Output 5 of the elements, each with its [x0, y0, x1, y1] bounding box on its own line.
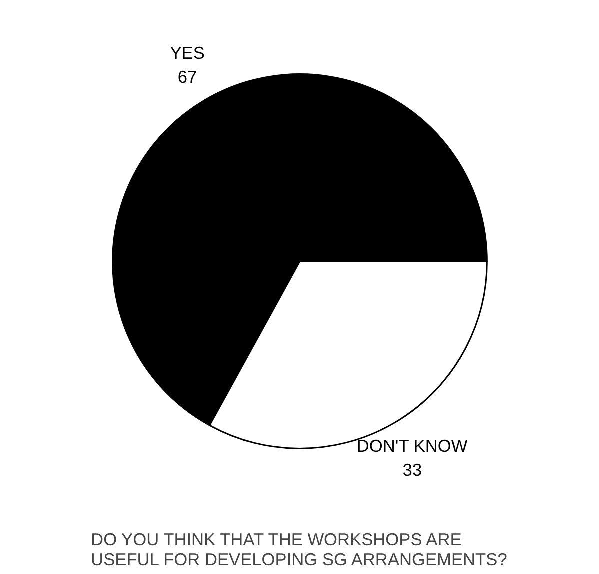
- slice-label: YES: [170, 43, 205, 64]
- data-label: 67: [178, 67, 198, 88]
- data-label: 33: [402, 460, 422, 480]
- slice-label: DON'T KNOW: [356, 436, 468, 456]
- text: DO YOU THINK THAT THE WORKSHOPS ARE USEFUL FOR DEVELOPING SG ARRANGEMENTS?: [91, 530, 508, 570]
